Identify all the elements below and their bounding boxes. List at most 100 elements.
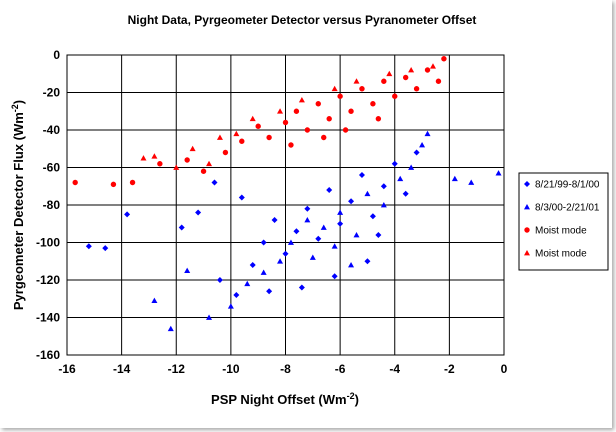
data-point-series-1 (178, 224, 185, 231)
y-tick-label: -40 (43, 123, 61, 137)
y-axis-title-sup: -2 (10, 104, 20, 112)
data-point-series-3 (359, 86, 365, 92)
y-tick-label: -60 (43, 161, 61, 175)
data-point-series-1 (315, 235, 322, 242)
data-point-series-2 (151, 297, 158, 304)
data-point-series-4 (249, 115, 256, 122)
data-point-series-3 (184, 157, 190, 163)
data-point-series-1 (233, 292, 240, 298)
data-point-series-1 (380, 183, 387, 190)
data-point-series-3 (435, 78, 442, 84)
data-point-series-2 (320, 224, 327, 230)
data-point-series-4 (429, 63, 436, 69)
data-point-series-3 (239, 138, 245, 144)
data-point-series-3 (200, 168, 207, 174)
y-tick-label: -160 (36, 348, 60, 362)
data-point-series-1 (293, 228, 300, 235)
data-point-series-4 (353, 78, 360, 84)
x-tick-label: -10 (222, 362, 240, 376)
data-point-series-1 (271, 217, 278, 223)
legend-label-4: Moist mode (535, 249, 587, 260)
data-point-series-2 (331, 243, 338, 249)
data-point-series-2 (167, 325, 174, 332)
x-tick-label: -2 (444, 362, 455, 376)
data-point-series-3 (441, 56, 447, 62)
data-point-series-4 (233, 130, 240, 137)
y-tick-label: -140 (36, 311, 60, 325)
data-point-series-2 (468, 179, 475, 185)
legend-marker-3 (524, 227, 530, 233)
data-point-series-1 (326, 187, 333, 193)
data-point-series-1 (348, 198, 355, 205)
data-point-series-3 (266, 134, 272, 141)
x-tick-label: 0 (501, 362, 508, 376)
legend-marker-1 (524, 181, 530, 187)
y-tick-label: -80 (43, 198, 61, 212)
y-axis-title: Pyrgeometer Detector Flux (Wm-2) (10, 100, 26, 310)
y-axis-title-end: ) (11, 100, 26, 104)
data-point-series-1 (298, 284, 305, 291)
data-point-series-1 (331, 273, 338, 280)
data-point-series-4 (408, 67, 415, 73)
data-point-series-2 (451, 175, 458, 182)
data-point-series-3 (255, 123, 261, 129)
data-point-series-2 (260, 269, 267, 275)
data-point-series-3 (222, 149, 229, 156)
data-point-series-3 (315, 101, 321, 107)
data-point-series-2 (227, 303, 234, 309)
data-point-series-2 (495, 170, 502, 176)
data-point-series-3 (370, 101, 376, 107)
data-point-series-3 (110, 181, 117, 188)
legend-items: 8/21/99-8/1/00 8/3/00-2/21/01 Moist mode Mo… (524, 180, 600, 260)
data-point-series-1 (282, 250, 289, 257)
data-point-series-4 (189, 145, 196, 152)
tick-labels: -16 -14 -12 -10 -8 -6 -4 -2 00-20-40-60-80-100-1… (36, 48, 508, 376)
data-point-series-2 (397, 175, 404, 182)
data-point-series-2 (206, 314, 213, 320)
data-point-series-2 (277, 258, 284, 264)
data-point-series-1 (304, 205, 311, 212)
data-point-series-1 (216, 277, 223, 283)
data-point-series-4 (331, 85, 338, 92)
data-point-series-2 (408, 164, 415, 170)
data-point-series-1 (102, 245, 109, 252)
data-point-series-4 (386, 70, 393, 77)
x-axis-title: PSP Night Offset (Wm-2) (211, 391, 359, 407)
data-point-series-3 (424, 67, 431, 73)
data-point-series-1 (413, 149, 420, 156)
data-point-series-2 (348, 262, 355, 268)
data-point-series-3 (392, 93, 398, 99)
data-point-series-4 (151, 153, 158, 159)
data-point-series-4 (206, 160, 213, 167)
data-point-series-1 (337, 220, 344, 227)
x-tick-label: -14 (113, 362, 131, 376)
data-point-series-2 (244, 280, 251, 287)
data-point-series-3 (375, 116, 382, 122)
y-tick-label: -100 (36, 236, 60, 250)
data-point-series-2 (309, 254, 316, 260)
legend-label-3: Moist mode (535, 226, 587, 237)
data-point-series-3 (288, 142, 294, 148)
x-axis-title-end: ) (355, 392, 359, 407)
data-point-series-1 (249, 262, 256, 268)
data-point-series-1 (391, 160, 398, 167)
data-point-series-2 (419, 142, 426, 148)
legend-marker-4 (524, 250, 530, 256)
data-point-series-2 (287, 239, 294, 245)
data-point-series-1 (260, 239, 267, 246)
data-point-series-1 (211, 179, 218, 186)
data-point-series-3 (402, 74, 409, 81)
data-point-series-3 (348, 108, 354, 114)
data-point-series-3 (381, 78, 387, 84)
y-tick-label: 0 (53, 48, 60, 62)
data-point-series-4 (140, 155, 147, 161)
y-axis-title-text: Pyrgeometer Detector Flux (Wm (11, 112, 26, 310)
y-tick-label: -20 (43, 86, 61, 100)
data-point-series-3 (72, 179, 78, 186)
data-point-series-3 (413, 86, 420, 92)
legend-marker-2 (524, 204, 530, 210)
y-tick-label: -120 (36, 273, 60, 287)
data-point-series-1 (369, 213, 376, 220)
data-point-series-1 (364, 258, 371, 265)
